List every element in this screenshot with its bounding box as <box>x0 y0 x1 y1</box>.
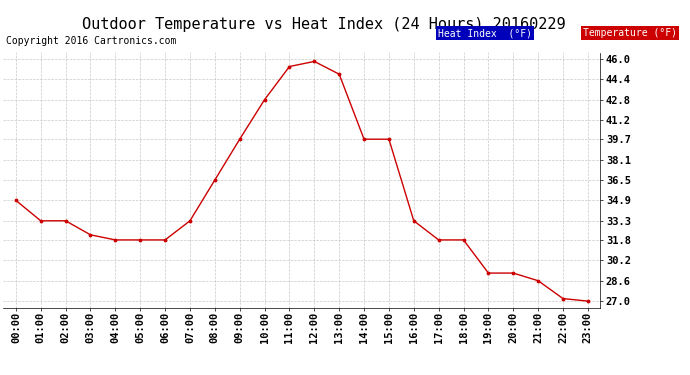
Text: Outdoor Temperature vs Heat Index (24 Hours) 20160229: Outdoor Temperature vs Heat Index (24 Ho… <box>83 17 566 32</box>
Text: Heat Index  (°F): Heat Index (°F) <box>438 28 532 38</box>
Text: Copyright 2016 Cartronics.com: Copyright 2016 Cartronics.com <box>6 36 176 46</box>
Text: Temperature (°F): Temperature (°F) <box>583 28 677 38</box>
